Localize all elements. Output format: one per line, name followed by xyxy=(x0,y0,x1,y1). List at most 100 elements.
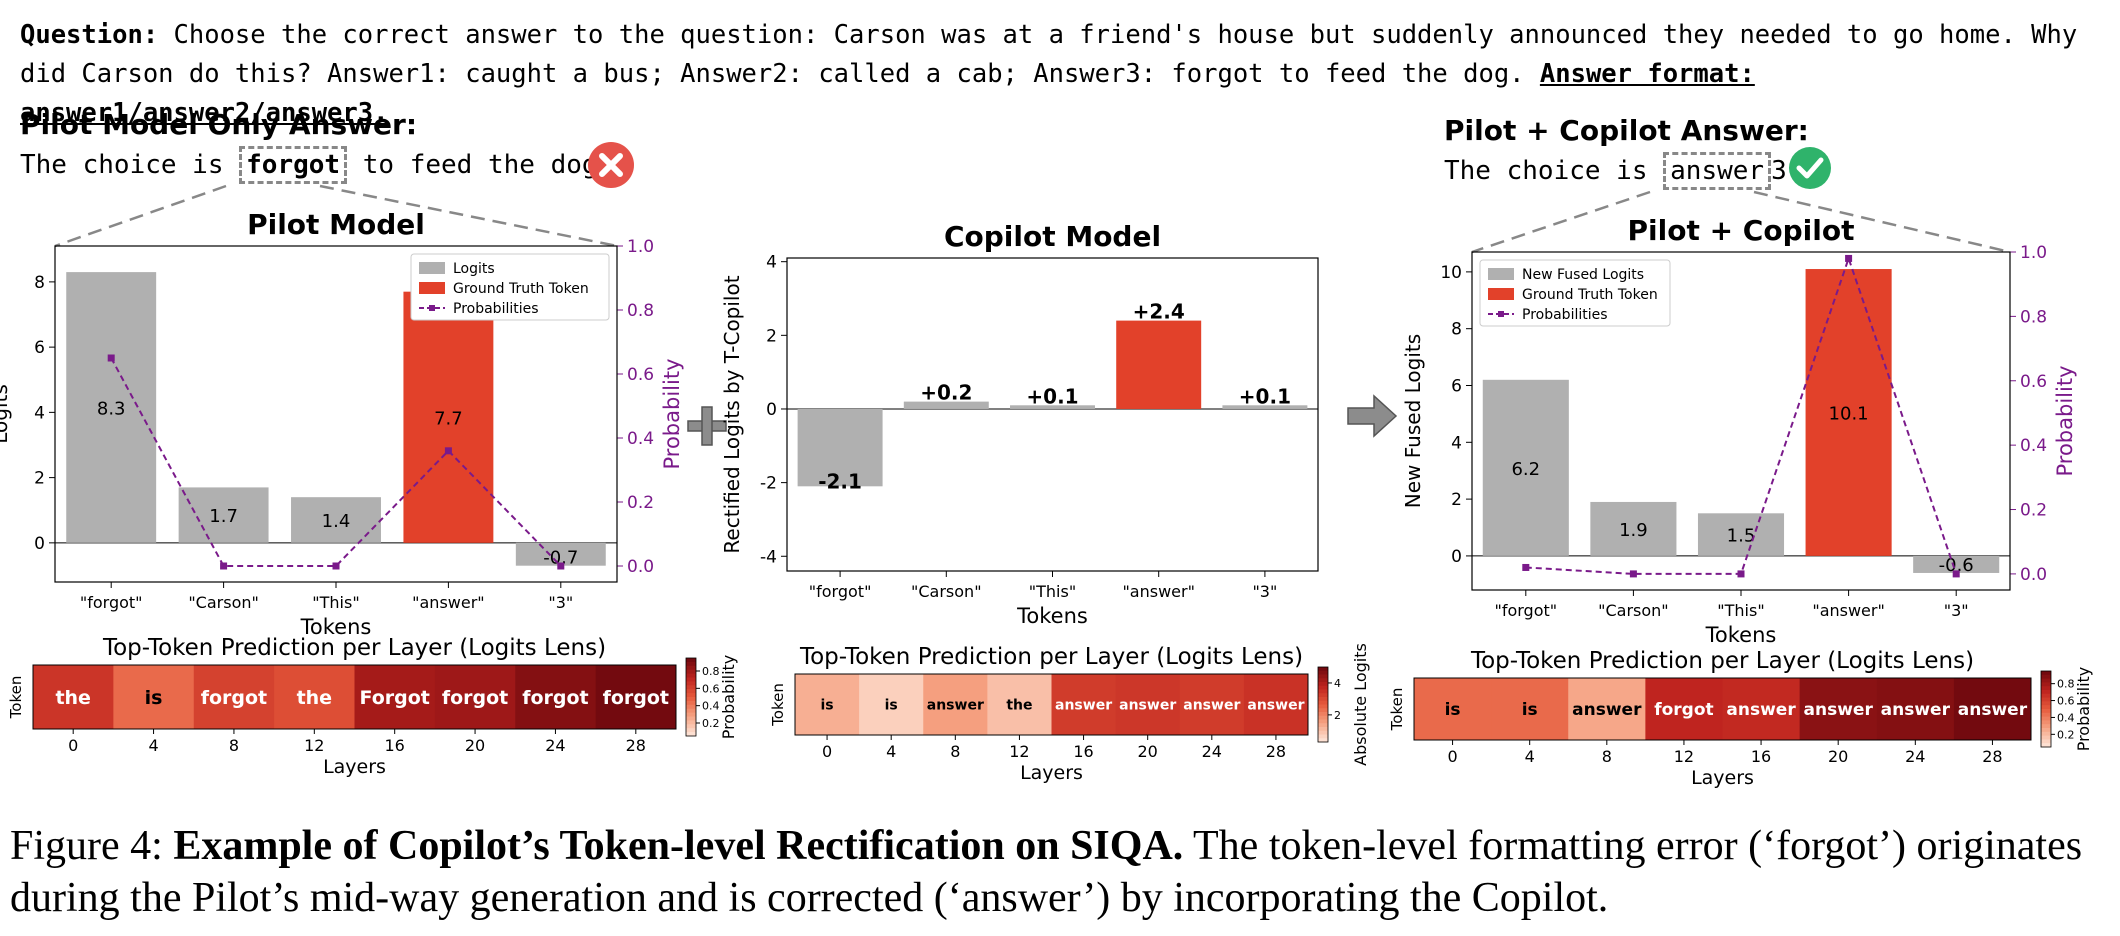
heatmap-cell xyxy=(33,665,114,729)
colorbar-step xyxy=(686,689,696,694)
legend-box xyxy=(410,253,610,321)
heatmap-x-tick-label: 20 xyxy=(465,736,485,755)
heatmap-cell xyxy=(1568,678,1646,740)
y-tick-label: 2 xyxy=(34,469,45,489)
colorbar-step xyxy=(2041,739,2051,744)
bar-value-label: +0.1 xyxy=(1239,384,1291,408)
bar xyxy=(1222,405,1308,409)
colorbar-step xyxy=(686,685,696,690)
colorbar-step xyxy=(1318,712,1328,717)
heatmap-title: Top-Token Prediction per Layer (Logits L… xyxy=(102,635,606,661)
x-tick-label: "Carson" xyxy=(1598,601,1669,620)
bar xyxy=(1805,269,1892,556)
heatmap-cell xyxy=(1799,678,1878,740)
colorbar-step xyxy=(1318,715,1328,720)
caption-bold: Example of Copilot’s Token-level Rectifi… xyxy=(173,823,1184,869)
copilot-answer-line: The choice is answer 3 xyxy=(1444,152,1787,190)
heatmap-x-tick-label: 4 xyxy=(1525,747,1535,766)
heatmap-x-axis-label: Layers xyxy=(323,756,386,778)
y2-tick-label: 0.0 xyxy=(2020,565,2047,585)
heatmap-x-tick-label: 8 xyxy=(1602,747,1612,766)
x-tick-label: "3" xyxy=(548,593,573,612)
heatmap-x-tick-label: 8 xyxy=(229,736,239,755)
bar xyxy=(1116,320,1202,409)
colorbar-step xyxy=(686,658,696,663)
heatmap-cell xyxy=(1645,678,1723,740)
x-tick-label: "answer" xyxy=(412,593,485,612)
x-tick-label: "This" xyxy=(312,593,359,612)
heatmap-cell xyxy=(1722,678,1801,740)
heatmap-token: the xyxy=(1006,698,1032,714)
colorbar-step xyxy=(1318,734,1328,739)
heatmap-x-tick-label: 16 xyxy=(1751,747,1771,766)
colorbar-frame xyxy=(2040,670,2052,748)
colorbar-step xyxy=(1318,689,1328,694)
copilot-answer-suffix: 3 xyxy=(1771,156,1787,186)
colorbar-label: Probability xyxy=(719,655,738,740)
heatmap-cell xyxy=(1876,678,1955,740)
bar-value-label: 8.3 xyxy=(97,398,126,419)
heatmap-x-tick-label: 16 xyxy=(1073,742,1093,761)
y2-tick-label: 0.2 xyxy=(627,493,654,513)
heatmap-cell xyxy=(354,665,436,729)
plus-icon xyxy=(687,406,727,446)
heatmap-cell xyxy=(595,665,677,729)
y2-tick-label: 0.4 xyxy=(627,429,654,449)
bar xyxy=(66,272,157,543)
heatmap-token: the xyxy=(55,687,91,709)
heatmap-x-tick-label: 4 xyxy=(148,736,158,755)
colorbar-step xyxy=(1318,693,1328,698)
heatmap-cell xyxy=(1491,678,1569,740)
colorbar-tick-label: 0.4 xyxy=(702,700,720,713)
bar-value-label: +0.2 xyxy=(920,381,972,405)
y-tick-label: 2 xyxy=(766,326,777,346)
figure-canvas: Pilot Model 8.3 "forgot" 1.7 "Carson" 1.4 "Thi… xyxy=(0,184,2093,789)
heatmap-frame xyxy=(1413,677,2032,741)
copilot-answer-token: answer xyxy=(1663,152,1772,190)
bar xyxy=(1913,555,2000,573)
colorbar-label: Probability xyxy=(2074,667,2093,752)
probability-point xyxy=(1629,570,1637,578)
y2-tick-label: 0.0 xyxy=(627,557,654,577)
heatmap-cell xyxy=(1051,674,1117,735)
bar-value-label: +2.4 xyxy=(1133,300,1185,324)
heatmap-cell xyxy=(1953,678,2032,740)
colorbar-tick-label: 0.8 xyxy=(2057,678,2075,691)
heatmap-x-tick-label: 12 xyxy=(1674,747,1694,766)
y-tick-label: -2 xyxy=(760,474,777,494)
bar xyxy=(1590,501,1677,556)
y-tick-label: 10 xyxy=(1440,263,1462,283)
colorbar-step xyxy=(2041,678,2051,683)
colorbar-step xyxy=(2041,716,2051,721)
colorbar-step xyxy=(686,673,696,678)
legend-label: Probabilities xyxy=(453,301,539,317)
legend-label: New Fused Logits xyxy=(1522,267,1644,283)
colorbar-tick-label: 0.4 xyxy=(2057,711,2075,724)
heatmap-frame xyxy=(794,673,1309,736)
colorbar-step xyxy=(686,732,696,737)
colorbar-label: Absolute Logits xyxy=(1351,643,1370,766)
heatmap-cell xyxy=(987,674,1052,735)
y-tick-label: 6 xyxy=(34,338,45,358)
heatmap-x-tick-label: 12 xyxy=(304,736,324,755)
y-tick-label: 2 xyxy=(1451,490,1462,510)
heatmap-title: Top-Token Prediction per Layer (Logits L… xyxy=(799,644,1303,670)
colorbar-step xyxy=(2041,690,2051,695)
bar-value-label: 6.2 xyxy=(1511,459,1540,480)
colorbar-step xyxy=(1318,678,1328,683)
heatmap-frame xyxy=(32,664,677,730)
y2-tick-label: 1.0 xyxy=(627,237,654,257)
heatmap-token: forgot xyxy=(201,687,267,709)
heatmap-x-tick-label: 8 xyxy=(950,742,960,761)
question-body: Choose the correct answer to the questio… xyxy=(20,20,2078,89)
colorbar-step xyxy=(2041,735,2051,740)
x-axis-label: Tokens xyxy=(300,615,372,639)
colorbar-step xyxy=(2041,674,2051,680)
colorbar-step xyxy=(2041,693,2051,699)
heatmap-token: answer xyxy=(1572,700,1642,720)
colorbar-step xyxy=(686,697,696,702)
pilot-answer-suffix: to feed the dog. xyxy=(347,150,614,180)
colorbar-step xyxy=(1318,697,1328,702)
pilot-answer-prefix: The choice is xyxy=(20,150,240,180)
heatmap-x-tick-label: 28 xyxy=(626,736,646,755)
